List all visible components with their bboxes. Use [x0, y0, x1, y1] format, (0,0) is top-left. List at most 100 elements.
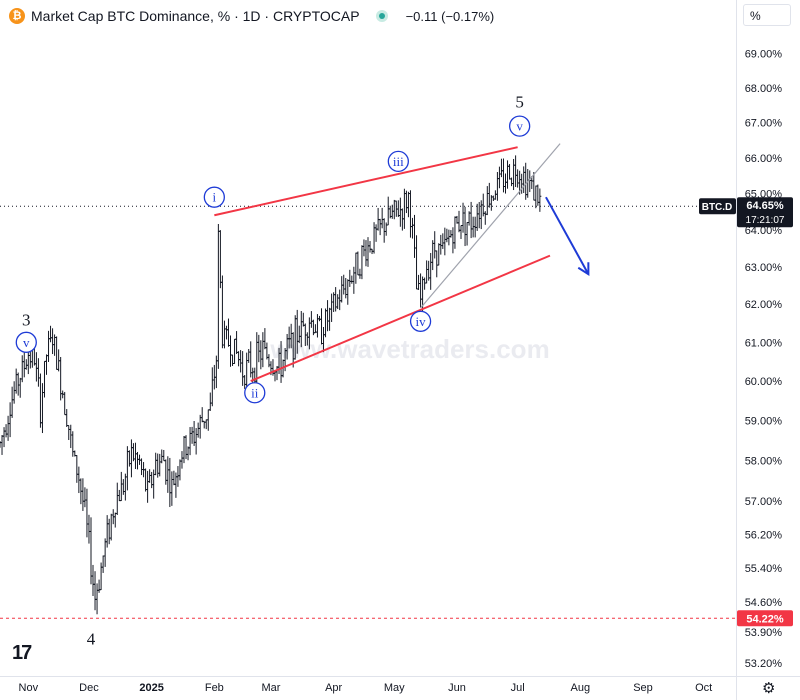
- price-bar: [366, 237, 370, 267]
- wedge-support-line[interactable]: [420, 143, 561, 309]
- price-bar: [224, 325, 228, 340]
- price-bar: [374, 224, 378, 242]
- price-bar: [237, 351, 241, 367]
- wave-degree-label-3[interactable]: 3: [22, 310, 31, 329]
- bar-countdown: 17:21:07: [746, 215, 785, 226]
- price-bar: [127, 450, 131, 467]
- price-bar: [435, 250, 439, 278]
- price-bar: [95, 583, 99, 615]
- price-bar: [340, 276, 344, 303]
- price-bar: [437, 243, 441, 266]
- price-bar: [475, 203, 479, 231]
- price-bar: [38, 373, 42, 428]
- wave-label-iii[interactable]: iii: [387, 150, 409, 173]
- price-bar: [354, 252, 358, 284]
- price-bar: [206, 409, 210, 431]
- price-bar: [109, 513, 113, 541]
- price-bar: [16, 372, 20, 396]
- price-bar: [441, 233, 445, 249]
- x-tick-label: 2025: [139, 682, 163, 694]
- price-bar: [69, 424, 73, 449]
- price-bar: [172, 470, 176, 486]
- wave-label-ii[interactable]: ii: [244, 382, 266, 404]
- price-bar: [461, 202, 465, 233]
- price-bar: [101, 555, 105, 573]
- wave-label-text: iii: [393, 154, 404, 169]
- price-bar: [65, 409, 69, 428]
- price-bar: [336, 294, 340, 310]
- price-bar: [425, 260, 429, 284]
- price-bar: [332, 292, 336, 313]
- price-bar: [350, 275, 354, 284]
- price-bar: [443, 227, 447, 256]
- y-tick-label: 58.00%: [745, 455, 783, 467]
- price-bar: [10, 386, 14, 418]
- current-price-tag: 64.65% 17:21:07: [737, 197, 793, 228]
- y-tick-label: 55.40%: [745, 563, 783, 575]
- price-bar: [119, 471, 123, 502]
- x-tick-label: Oct: [695, 682, 712, 694]
- y-tick-label: 54.60%: [745, 597, 783, 609]
- symbol-price-tag: BTC.D: [699, 198, 736, 215]
- wave-label-iv[interactable]: iv: [409, 310, 432, 332]
- price-bar: [55, 336, 59, 370]
- price-bar: [457, 210, 461, 233]
- price-bar: [63, 391, 67, 416]
- wave-degree-label-5[interactable]: 5: [515, 93, 524, 112]
- symbol-title[interactable]: Market Cap BTC Dominance, % · 1D · CRYPT…: [31, 8, 360, 24]
- price-bar: [75, 455, 79, 483]
- tradingview-logo[interactable]: 17: [12, 642, 32, 664]
- price-bar: [382, 218, 386, 243]
- price-bar: [348, 269, 352, 287]
- price-bar: [8, 402, 12, 438]
- price-bar: [259, 340, 263, 370]
- price-bar: [265, 342, 269, 360]
- price-bar: [12, 381, 16, 404]
- price-bar: [465, 221, 469, 246]
- price-bar: [152, 469, 156, 499]
- channel-upper-line[interactable]: [214, 146, 518, 217]
- forecast-arrow-shaft[interactable]: [545, 196, 590, 275]
- price-bar: [243, 375, 247, 389]
- price-bar: [113, 512, 117, 528]
- wave-label-v[interactable]: v: [15, 331, 37, 353]
- price-bar: [429, 253, 433, 290]
- price-bar: [154, 452, 158, 476]
- price-bar: [408, 190, 412, 238]
- y-tick-label: 64.00%: [745, 225, 783, 237]
- symbol-tag-text: BTC.D: [702, 202, 733, 213]
- price-bar: [198, 414, 202, 439]
- price-bar: [129, 439, 133, 478]
- price-bar: [123, 473, 127, 501]
- price-bar: [51, 328, 55, 355]
- price-bar: [404, 190, 408, 214]
- price-bar: [220, 275, 224, 349]
- price-bar: [40, 383, 44, 434]
- x-tick-label: Jul: [511, 682, 525, 694]
- price-bar: [386, 196, 390, 226]
- price-bar: [508, 164, 512, 180]
- price-bar: [216, 223, 220, 369]
- price-bar: [263, 328, 267, 350]
- price-bar: [406, 191, 410, 218]
- wave-degree-label-4[interactable]: 4: [87, 630, 96, 649]
- forecast-arrow-head-icon: [577, 262, 590, 277]
- scale-unit-selector[interactable]: %: [743, 4, 791, 26]
- price-bar: [249, 341, 253, 378]
- price-bar: [419, 273, 423, 308]
- x-tick-label: Nov: [19, 682, 39, 694]
- price-bar: [417, 274, 421, 290]
- price-bar: [97, 579, 101, 593]
- wave-label-v[interactable]: v: [508, 115, 531, 137]
- price-bar: [231, 354, 235, 366]
- settings-gear-icon[interactable]: ⚙: [762, 680, 776, 697]
- channel-lower-line[interactable]: [250, 254, 551, 382]
- wave-label-text: ii: [251, 385, 259, 400]
- price-bar: [103, 538, 107, 567]
- y-tick-label: 67.00%: [745, 118, 783, 130]
- wave-label-i[interactable]: i: [203, 186, 225, 208]
- price-bar: [186, 446, 190, 461]
- price-bar: [380, 207, 384, 229]
- wave-label-text: v: [23, 335, 30, 350]
